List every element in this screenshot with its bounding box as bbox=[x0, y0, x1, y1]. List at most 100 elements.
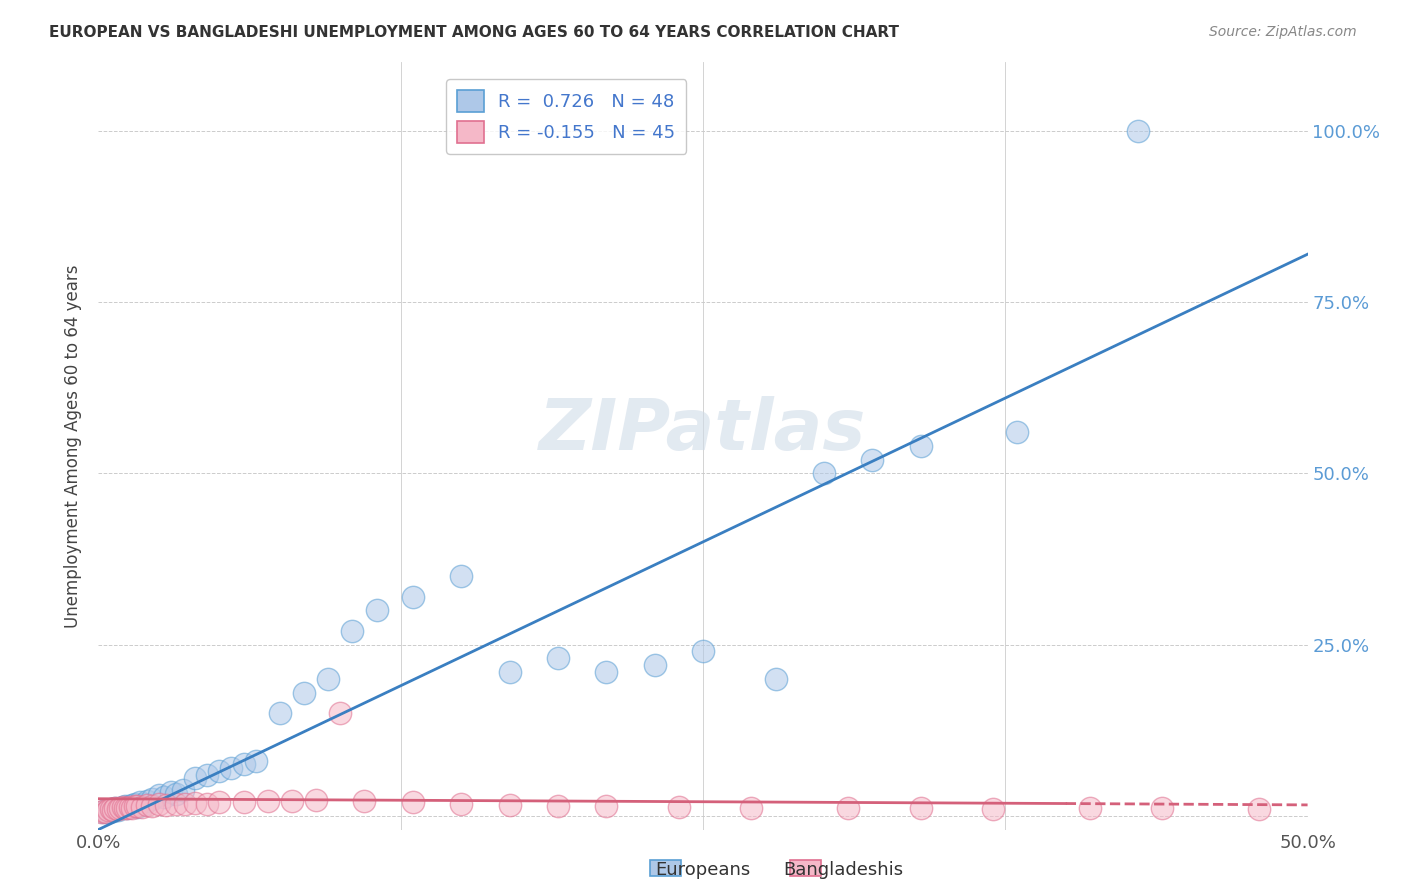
Point bbox=[1078, 800, 1101, 814]
Point bbox=[281, 795, 304, 809]
Point bbox=[124, 798, 146, 813]
Point bbox=[111, 800, 134, 814]
Legend: R =  0.726   N = 48, R = -0.155   N = 45: R = 0.726 N = 48, R = -0.155 N = 45 bbox=[446, 79, 686, 154]
Point bbox=[114, 801, 136, 815]
Point bbox=[547, 799, 569, 814]
Point bbox=[269, 706, 291, 720]
Point bbox=[152, 789, 174, 804]
Point bbox=[245, 754, 267, 768]
Point bbox=[837, 801, 859, 815]
Point bbox=[155, 797, 177, 812]
Point bbox=[91, 805, 114, 820]
Point bbox=[127, 800, 149, 814]
Point bbox=[141, 791, 163, 805]
Point bbox=[100, 802, 122, 816]
Point bbox=[94, 804, 117, 818]
Point bbox=[165, 797, 187, 811]
Point bbox=[195, 797, 218, 811]
Text: EUROPEAN VS BANGLADESHI UNEMPLOYMENT AMONG AGES 60 TO 64 YEARS CORRELATION CHART: EUROPEAN VS BANGLADESHI UNEMPLOYMENT AMO… bbox=[49, 25, 900, 40]
Point bbox=[118, 799, 141, 814]
Point bbox=[104, 800, 127, 814]
Point bbox=[148, 789, 170, 803]
Point bbox=[692, 644, 714, 658]
Point bbox=[668, 800, 690, 814]
Point bbox=[135, 794, 157, 808]
Point bbox=[160, 785, 183, 799]
Point bbox=[595, 798, 617, 813]
Point bbox=[221, 761, 243, 775]
Point bbox=[232, 795, 254, 809]
Point bbox=[366, 603, 388, 617]
Point bbox=[141, 798, 163, 813]
Text: Europeans: Europeans bbox=[655, 861, 751, 879]
Point bbox=[131, 800, 153, 814]
Point bbox=[101, 804, 124, 818]
Point bbox=[1152, 801, 1174, 815]
Point bbox=[316, 672, 339, 686]
Point bbox=[184, 796, 207, 810]
Point bbox=[174, 797, 197, 812]
Point bbox=[208, 795, 231, 809]
Point bbox=[128, 795, 150, 809]
Point bbox=[117, 800, 139, 814]
Point bbox=[292, 685, 315, 699]
Point bbox=[547, 651, 569, 665]
Point bbox=[595, 665, 617, 679]
Text: Source: ZipAtlas.com: Source: ZipAtlas.com bbox=[1209, 25, 1357, 39]
Point bbox=[121, 800, 143, 814]
Point bbox=[450, 569, 472, 583]
Point bbox=[1007, 425, 1029, 440]
Point bbox=[232, 757, 254, 772]
Point bbox=[114, 798, 136, 813]
Point bbox=[94, 805, 117, 819]
Point bbox=[134, 797, 156, 812]
Point bbox=[644, 658, 666, 673]
Point bbox=[1249, 802, 1271, 816]
Point bbox=[107, 802, 129, 816]
Point bbox=[135, 797, 157, 812]
Point bbox=[305, 793, 328, 807]
Point bbox=[813, 467, 835, 481]
Point bbox=[402, 590, 425, 604]
Point bbox=[121, 797, 143, 812]
Point bbox=[90, 805, 112, 820]
Point bbox=[498, 797, 520, 812]
Point bbox=[108, 800, 131, 814]
Point bbox=[97, 804, 120, 818]
Point bbox=[342, 624, 364, 638]
Point bbox=[498, 665, 520, 679]
Point bbox=[100, 802, 122, 816]
Point bbox=[208, 764, 231, 779]
Point bbox=[127, 799, 149, 814]
Point bbox=[118, 800, 141, 814]
Point bbox=[148, 797, 170, 812]
Point bbox=[450, 797, 472, 811]
Point bbox=[108, 801, 131, 815]
Point bbox=[740, 800, 762, 814]
Y-axis label: Unemployment Among Ages 60 to 64 years: Unemployment Among Ages 60 to 64 years bbox=[65, 264, 83, 628]
Point bbox=[111, 800, 134, 814]
Point bbox=[101, 803, 124, 817]
Point bbox=[910, 800, 932, 814]
Point bbox=[910, 439, 932, 453]
Point bbox=[184, 771, 207, 785]
Point bbox=[107, 803, 129, 817]
Point bbox=[1128, 124, 1150, 138]
Point bbox=[97, 805, 120, 819]
Point bbox=[981, 802, 1004, 816]
Point bbox=[117, 800, 139, 814]
Point bbox=[172, 782, 194, 797]
Text: Bangladeshis: Bangladeshis bbox=[783, 861, 904, 879]
Point bbox=[91, 804, 114, 818]
Point bbox=[256, 794, 278, 808]
Point bbox=[329, 706, 352, 720]
Point bbox=[104, 801, 127, 815]
Point bbox=[402, 795, 425, 809]
Point bbox=[124, 797, 146, 811]
Point bbox=[765, 672, 787, 686]
Point bbox=[860, 452, 883, 467]
Text: ZIPatlas: ZIPatlas bbox=[540, 396, 866, 465]
Point bbox=[195, 768, 218, 782]
Point bbox=[165, 787, 187, 801]
Point bbox=[353, 794, 375, 808]
